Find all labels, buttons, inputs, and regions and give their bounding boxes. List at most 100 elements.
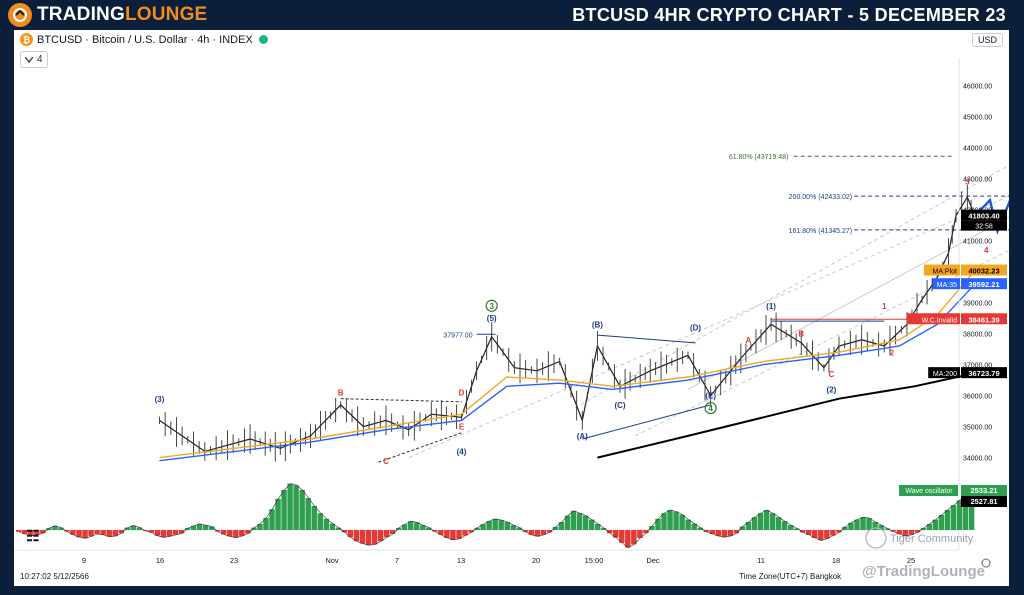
price-tag-name-box [932, 278, 960, 290]
logo-wordmark: TRADINGLOUNGE [37, 4, 207, 26]
chevron-down-icon [25, 56, 33, 63]
oscillator-bar [450, 530, 456, 540]
wave-label: C [383, 457, 389, 466]
wave-label: (C) [614, 401, 625, 410]
oscillator-bar [426, 527, 432, 530]
oscillator-bar [673, 511, 679, 530]
swirl-icon-graphic [13, 8, 27, 22]
market-status-dot-icon [258, 35, 268, 44]
wave-label: 4 [708, 404, 713, 413]
ma-line-ma200 [597, 372, 976, 459]
oscillator-bar [52, 525, 58, 530]
oscillator-bar [613, 530, 619, 538]
oscillator-bar [607, 530, 613, 534]
oscillator-bar [341, 530, 348, 533]
oscillator-bar [739, 526, 746, 530]
channel-line-1 [574, 164, 1009, 409]
oscillator-bar [685, 519, 691, 530]
oscillator-bar [950, 505, 957, 530]
oscillator-bar [643, 530, 649, 534]
oscillator-bar [215, 530, 221, 532]
time-axis[interactable]: 9 16 23 Nov 7 13 20 15:00 Dec 11 18 25 [14, 549, 959, 565]
oscillator-bar [317, 513, 323, 530]
oscillator-bar [239, 530, 245, 537]
oscillator-bar [619, 530, 625, 543]
oscillator-bar [208, 526, 215, 530]
oscillator-bar [914, 530, 921, 533]
oscillator-bar [691, 523, 697, 530]
trading-lounge-logo[interactable]: TRADINGLOUNGE [8, 3, 207, 27]
time-tick-label: Nov [325, 556, 339, 565]
oscillator-bar [359, 530, 366, 544]
oscillator-bar [860, 517, 866, 530]
oscillator-bar [118, 530, 124, 534]
oscillator-bar [365, 530, 372, 546]
oscillator-bar [347, 530, 354, 538]
chart-frame[interactable]: ₿ BTCUSD · Bitcoin / U.S. Dollar · 4h · … [14, 30, 1009, 586]
oscillator-bar [136, 527, 143, 530]
logo-word-lounge: LOUNGE [124, 4, 208, 25]
oscillator-bar [498, 520, 504, 530]
oscillator-bar [100, 530, 106, 535]
page-title: BTCUSD 4HR CRYPTO CHART - 5 DECEMBER 23 [572, 5, 1006, 25]
oscillator-bar [655, 518, 661, 530]
oscillator-bar [401, 524, 408, 530]
datetime-label: 10:27:02 5/12/2566 [20, 572, 90, 581]
oscillator-bar [890, 530, 896, 532]
oscillator-bar [552, 526, 559, 530]
oscillator-bar [462, 530, 468, 536]
oscillator-bar [190, 525, 197, 530]
oscillator-bar [812, 530, 818, 538]
oscillator-bar [371, 530, 378, 545]
wave-structure-line-2 [597, 334, 696, 344]
community-label: Tiger Community [890, 533, 974, 545]
symbol-label: BTCUSD · Bitcoin / U.S. Dollar · 4h · IN… [37, 33, 253, 46]
oscillator-bar [486, 521, 492, 530]
price-tag-name-box [928, 367, 960, 379]
oscillator-bar [866, 518, 872, 530]
price-tag-box [961, 367, 1007, 379]
oscillator-bar [522, 530, 529, 532]
time-tick-label: 13 [457, 556, 465, 565]
ma-line-maplot [159, 270, 976, 459]
oscillator-bar [299, 490, 305, 530]
price-tag-name: MA:Plot [932, 269, 957, 276]
price-tag-name: MA:35 [937, 282, 957, 289]
oscillator-bar [516, 527, 522, 530]
currency-selector[interactable]: USD [971, 33, 1003, 47]
wave-label: (1) [766, 302, 776, 311]
price-tag-box [961, 264, 1007, 276]
symbol-legend[interactable]: ₿ BTCUSD · Bitcoin / U.S. Dollar · 4h · … [20, 33, 268, 46]
indicators-toggle-button[interactable]: 4 [20, 51, 48, 68]
price-axis[interactable]: 34000.00 35000.00 36000.00 37000.00 38000.00… [958, 58, 992, 550]
price-tick-label: 36000.00 [963, 394, 992, 401]
oscillator-bar [872, 522, 878, 530]
price-tick-label: 41000.00 [963, 239, 992, 246]
oscillator-bar [444, 530, 450, 538]
oscillator-bar [649, 526, 655, 530]
time-tick-label: 18 [832, 556, 840, 565]
oscillator-bar [94, 530, 100, 534]
oscillator-bar [275, 498, 281, 530]
oscillator-bar [757, 513, 764, 530]
oscillator-bar [854, 519, 860, 530]
channel-line-0 [408, 195, 1009, 459]
price-chart[interactable]: 61.80% (43719.48) 200.00% (42433.02) 161.8… [14, 30, 1009, 586]
oscillator-bar [769, 513, 776, 530]
oscillator-bar [570, 510, 577, 530]
oscillator-bar [534, 530, 541, 537]
oscillator-bar [818, 530, 824, 541]
oscillator-bar [420, 525, 426, 530]
oscillator-bar [709, 530, 715, 534]
price-tag-box [961, 209, 1007, 221]
oscillator-bar [172, 530, 179, 535]
oscillator-bar [287, 483, 293, 530]
oscillator-bar [721, 530, 728, 538]
oscillator-bar [932, 519, 939, 530]
wave-label: (B) [592, 320, 603, 329]
wave-label: (3) [155, 395, 165, 404]
moving-averages [159, 270, 976, 462]
wave-label: D [459, 389, 465, 398]
oscillator-bar [528, 530, 535, 535]
oscillator-bar [926, 523, 933, 530]
